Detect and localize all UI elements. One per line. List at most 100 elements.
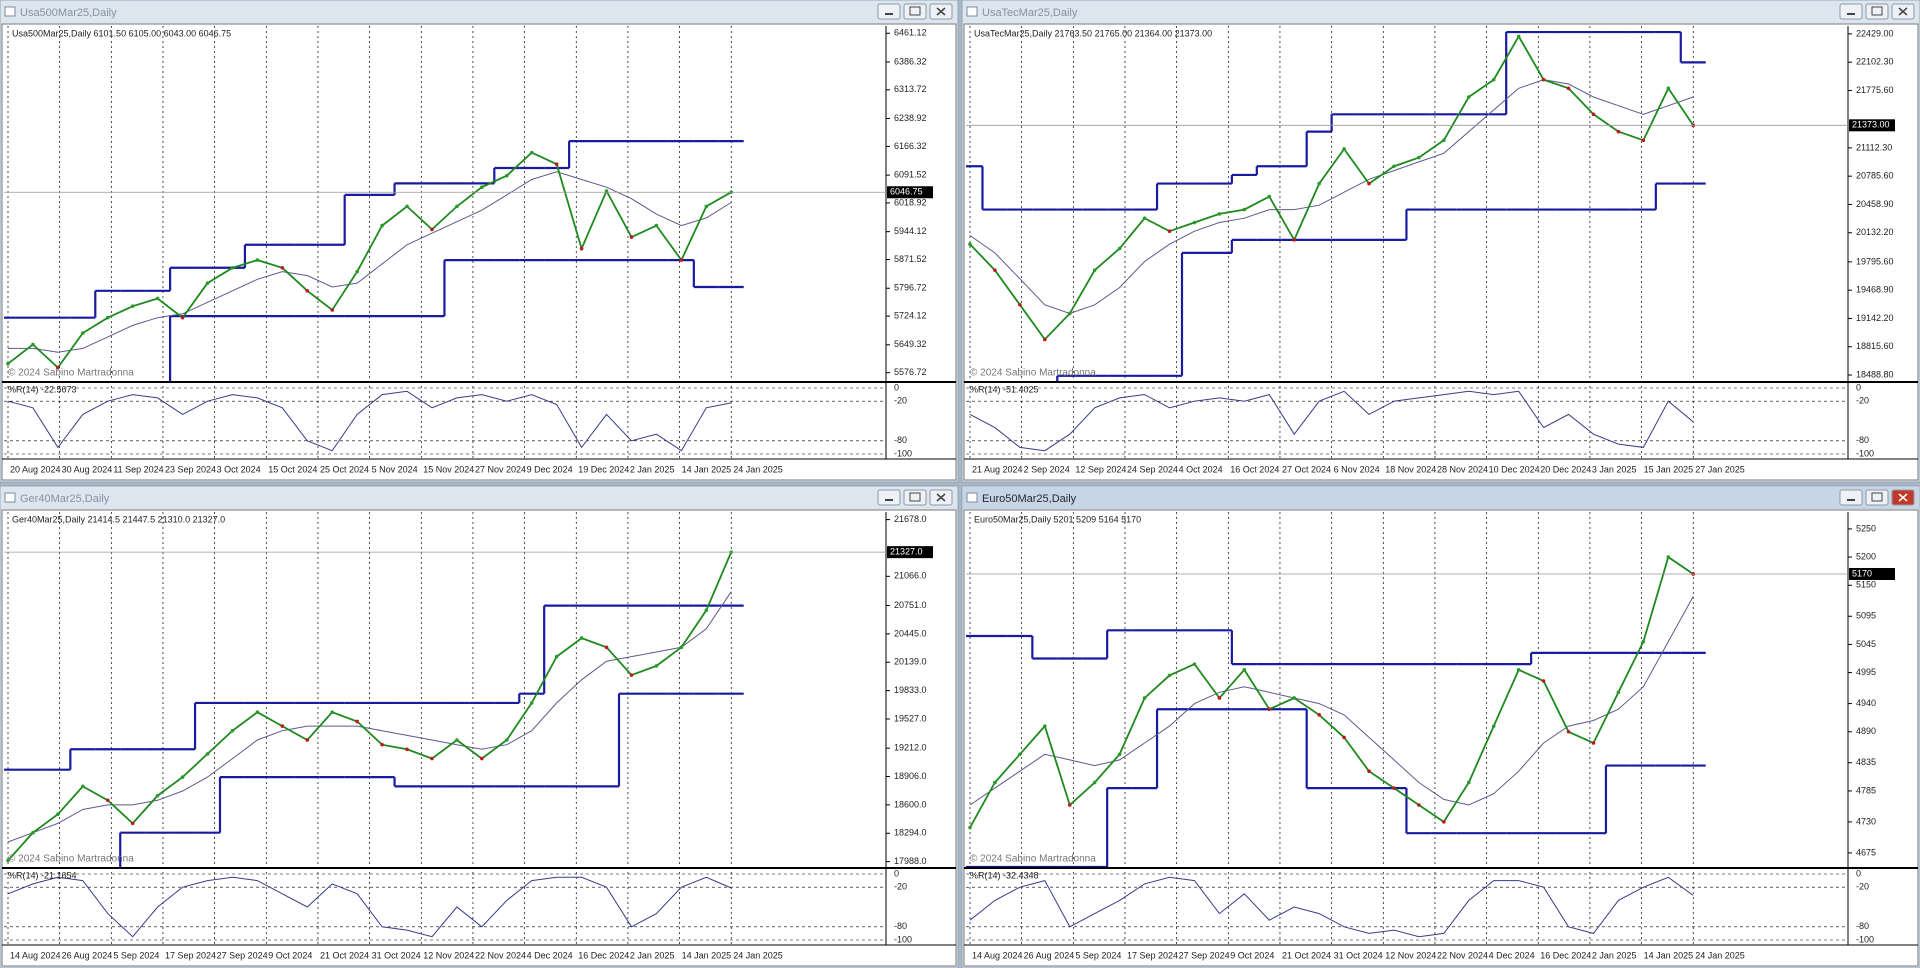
wpr-pane [969, 390, 1694, 452]
price-tick-label: 5796.72 [894, 283, 927, 293]
maximize-button[interactable] [1865, 489, 1889, 506]
window-title: UsaTecMar25,Daily [982, 7, 1078, 19]
minimize-button[interactable] [877, 489, 901, 506]
maximize-button[interactable] [1865, 3, 1889, 20]
price-point [130, 821, 135, 826]
date-label: 14 Jan 2025 [682, 464, 732, 474]
price-point [1167, 229, 1172, 234]
price-point [579, 636, 584, 640]
date-label: 24 Jan 2025 [733, 464, 783, 474]
price-point [629, 673, 634, 677]
date-label: 22 Nov 2024 [1437, 950, 1488, 960]
price-point [31, 830, 35, 835]
wpr-tick-label: -100 [894, 448, 912, 458]
price-point [1117, 246, 1122, 251]
minimize-button[interactable] [877, 3, 901, 20]
minimize-button[interactable] [1839, 3, 1863, 20]
price-tick-label: 19527.0 [894, 713, 927, 723]
price-point [56, 365, 60, 370]
date-label: 27 Jan 2025 [1695, 464, 1745, 474]
date-label: 28 Nov 2024 [1437, 464, 1488, 474]
price-point [529, 701, 534, 705]
chart-window: UsaTecMar25,Daily 21 Aug 2024 2 Sep 2024 12… [961, 0, 1920, 483]
price-tick-label: 17988.0 [894, 856, 927, 866]
price-pane [4, 140, 744, 381]
price-tick-label: 22429.00 [1856, 28, 1894, 38]
date-label: 25 Oct 2024 [320, 464, 369, 474]
price-point [480, 185, 484, 189]
price-tick-label: 5649.32 [894, 339, 927, 349]
date-label: 23 Sep 2024 [165, 464, 216, 474]
price-point [455, 204, 459, 209]
window-title: Ger40Mar25,Daily [20, 493, 110, 505]
chart-area [1, 23, 957, 481]
price-point [1392, 164, 1396, 169]
price-tick-label: 20139.0 [894, 657, 927, 667]
price-tick-label: 18815.60 [1856, 341, 1894, 351]
minimize-button[interactable] [1839, 489, 1863, 506]
price-tick-label: 4835 [1856, 757, 1876, 767]
price-point [554, 654, 559, 659]
chart-area [963, 509, 1919, 967]
price-point [679, 645, 684, 650]
date-label: 4 Oct 2024 [1179, 464, 1223, 474]
date-label: 3 Oct 2024 [217, 464, 261, 474]
price-point [504, 738, 509, 742]
price-point [355, 269, 359, 274]
price-tick-label: 6313.72 [894, 84, 927, 94]
price-line [7, 551, 733, 862]
price-point [1267, 194, 1272, 199]
current-price-label: 21373.00 [1852, 120, 1890, 130]
date-label: 12 Nov 2024 [423, 950, 474, 960]
wpr-pane [7, 390, 732, 452]
price-point [1491, 724, 1496, 728]
maximize-button[interactable] [903, 489, 927, 506]
current-price-label: 6046.75 [890, 187, 923, 197]
wpr-line [969, 390, 1694, 452]
price-tick-label: 5576.72 [894, 367, 927, 377]
moving-average [8, 171, 732, 353]
price-point [579, 246, 584, 251]
wpr-tick-label: -20 [1856, 396, 1869, 406]
price-line [969, 555, 1694, 829]
price-point [105, 315, 110, 320]
price-tick-label: 21678.0 [894, 514, 927, 524]
price-tick-label: 6166.32 [894, 141, 927, 151]
price-point [1142, 696, 1147, 700]
wpr-tick-label: -20 [894, 396, 907, 406]
price-point [993, 780, 997, 785]
price-line [7, 151, 732, 369]
date-label: 20 Aug 2024 [10, 464, 61, 474]
date-label: 5 Sep 2024 [1075, 950, 1121, 960]
wpr-tick-label: -100 [1856, 448, 1874, 458]
price-tick-label: 4675 [1856, 847, 1876, 857]
price-tick-label: 5045 [1856, 639, 1876, 649]
date-label: 20 Dec 2024 [1540, 464, 1591, 474]
price-point [1442, 138, 1446, 143]
price-point [1242, 667, 1247, 672]
price-point [1417, 155, 1421, 160]
maximize-button[interactable] [903, 3, 927, 20]
wpr-tick-label: -80 [1856, 435, 1869, 445]
price-point [355, 719, 359, 724]
price-tick-label: 6238.92 [894, 113, 927, 123]
moving-average [969, 79, 1694, 315]
price-point [1167, 673, 1172, 678]
price-point [405, 747, 409, 752]
price-tick-label: 5200 [1856, 551, 1876, 561]
price-tick-label: 20751.0 [894, 600, 927, 610]
price-point [6, 858, 10, 863]
price-point [1466, 780, 1471, 785]
price-point [1317, 713, 1321, 717]
date-label: 27 Sep 2024 [217, 950, 268, 960]
price-point [1417, 803, 1421, 807]
date-label: 2 Jan 2025 [630, 950, 675, 960]
price-point [180, 315, 185, 320]
price-point [679, 258, 684, 262]
price-point [230, 265, 235, 270]
price-point [1616, 129, 1621, 134]
date-label: 6 Nov 2024 [1334, 464, 1380, 474]
maximize-icon [909, 6, 921, 16]
